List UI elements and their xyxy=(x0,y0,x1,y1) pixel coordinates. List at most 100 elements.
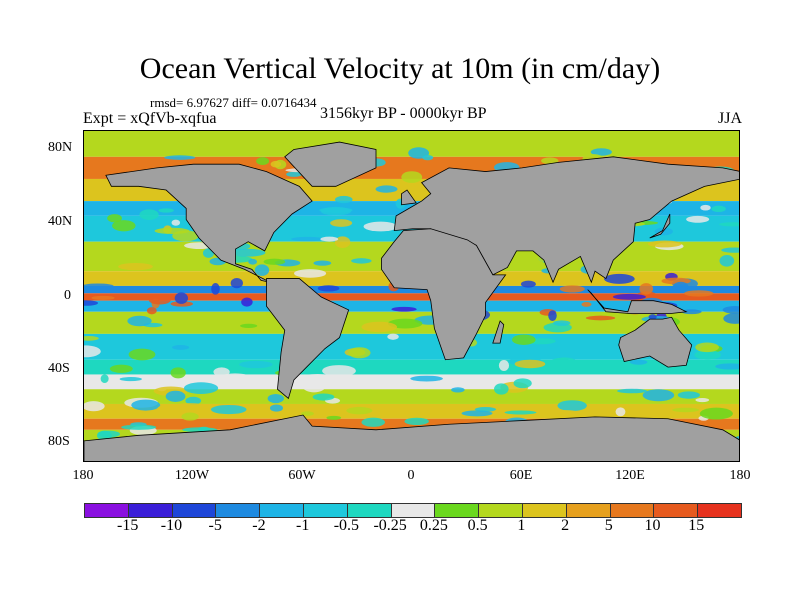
ocean-patch xyxy=(302,374,333,380)
plot-title: Ocean Vertical Velocity at 10m (in cm/da… xyxy=(139,52,661,85)
map-panel xyxy=(83,130,740,462)
colorbar-swatch xyxy=(128,504,173,517)
colorbar-label: -0.25 xyxy=(373,517,407,534)
ocean-patch xyxy=(317,285,340,292)
ocean-patch xyxy=(513,378,532,389)
ocean-patch xyxy=(401,171,423,183)
ocean-patch xyxy=(585,315,616,321)
ocean-patch xyxy=(269,404,283,412)
ocean-patch xyxy=(553,320,571,326)
ocean-patch xyxy=(230,278,243,289)
ocean-patch xyxy=(119,377,142,382)
colorbar-swatch xyxy=(391,504,436,517)
ocean-patch xyxy=(668,205,690,211)
colorbar-label: 0.25 xyxy=(419,517,448,534)
ocean-patch xyxy=(175,403,203,408)
ocean-patch xyxy=(146,307,157,315)
ocean-patch xyxy=(526,404,549,417)
ocean-patch xyxy=(170,367,186,379)
ocean-patch xyxy=(422,154,434,161)
ocean-patch xyxy=(139,209,159,220)
ocean-patch xyxy=(548,310,557,322)
colorbar-label: 15 xyxy=(688,517,705,534)
colorbar-swatch xyxy=(260,504,304,517)
ocean-patch xyxy=(719,255,735,267)
ocean-patch xyxy=(100,374,109,384)
colorbar-swatch xyxy=(85,504,129,517)
ocean-patch xyxy=(723,313,739,324)
ocean-patch xyxy=(549,409,579,416)
lat-label: 40S xyxy=(48,361,70,376)
stats-text: rmsd= 6.97627 diff= 0.0716434 xyxy=(150,95,317,110)
colorbar-label: 10 xyxy=(644,517,661,534)
lat-label: 40N xyxy=(48,214,73,229)
ocean-patch xyxy=(165,390,186,402)
lat-label: 0 xyxy=(64,288,71,303)
ocean-patch xyxy=(639,283,654,295)
lon-label: 60E xyxy=(509,468,533,483)
ocean-patch xyxy=(700,204,711,211)
ocean-patch xyxy=(549,357,572,370)
ocean-patch xyxy=(699,407,733,420)
land-mass xyxy=(649,213,671,239)
ocean-patch xyxy=(131,399,161,411)
lat-label: 80N xyxy=(48,140,73,155)
colorbar-swatch xyxy=(347,504,392,517)
land-mass xyxy=(84,414,739,461)
ocean-patch xyxy=(239,360,273,369)
colorbar-label: -15 xyxy=(117,517,139,534)
land-mass xyxy=(105,163,313,283)
ocean-patch xyxy=(84,300,99,306)
experiment-label: Expt = xQfVb-xqfua xyxy=(83,110,217,127)
period-label: 3156kyr BP - 0000kyr BP xyxy=(320,105,487,122)
lon-label: 120W xyxy=(174,468,210,483)
ocean-patch xyxy=(694,350,721,360)
ocean-band xyxy=(84,389,739,404)
ocean-patch xyxy=(254,264,270,276)
ocean-patch xyxy=(615,407,626,417)
colorbar-swatch xyxy=(654,504,699,517)
ocean-patch xyxy=(84,336,99,341)
land-mass xyxy=(618,316,693,368)
colorbar-swatch xyxy=(172,504,217,517)
ocean-patch xyxy=(183,382,219,394)
ocean-patch xyxy=(210,404,247,415)
ocean-patch xyxy=(171,219,181,226)
colorbar-label: 2 xyxy=(561,517,570,534)
ocean-patch xyxy=(722,306,739,314)
ocean-patch xyxy=(291,236,324,242)
ocean-patch xyxy=(410,375,443,382)
ocean-patch xyxy=(672,407,700,413)
ocean-patch xyxy=(302,381,326,393)
land-mass xyxy=(492,320,505,344)
ocean-patch xyxy=(404,417,429,426)
lon-label: 0 xyxy=(407,468,415,483)
ocean-patch xyxy=(213,367,230,377)
ocean-patch xyxy=(300,411,314,416)
colorbar-label: -1 xyxy=(295,517,310,534)
ocean-band xyxy=(84,293,739,301)
ocean-patch xyxy=(673,281,689,291)
ocean-patch xyxy=(241,297,253,307)
map-canvas xyxy=(84,131,739,461)
ocean-patch xyxy=(494,383,509,395)
ocean-patch xyxy=(557,400,587,412)
ocean-patch xyxy=(286,171,302,177)
ocean-patch xyxy=(387,333,399,340)
ocean-patch xyxy=(647,240,682,248)
ocean-patch xyxy=(683,290,714,297)
ocean-patch xyxy=(648,314,657,320)
ocean-patch xyxy=(711,205,726,213)
ocean-patch xyxy=(84,345,101,358)
ocean-patch xyxy=(118,262,153,271)
ocean-patch xyxy=(695,342,719,353)
ocean-patch xyxy=(253,338,282,347)
ocean-patch xyxy=(248,258,258,265)
ocean-patch xyxy=(391,306,417,312)
ocean-patch xyxy=(312,393,335,401)
ocean-patch xyxy=(107,214,122,223)
ocean-patch xyxy=(84,401,105,412)
ocean-patch xyxy=(504,410,537,415)
ocean-patch xyxy=(185,396,202,405)
